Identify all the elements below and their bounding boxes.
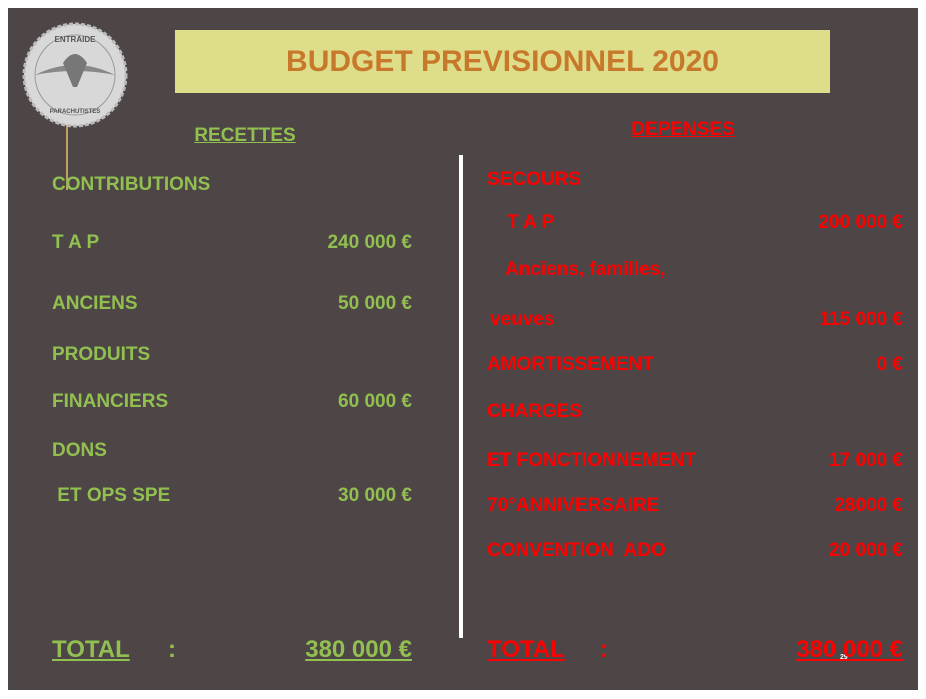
row-label: 70°ANNIVERSAIRE — [487, 495, 660, 516]
title-box — [175, 30, 830, 93]
row-label: T A P — [507, 212, 555, 233]
row-amount: 115 000 € — [819, 309, 903, 330]
logo-bottom: PARACHUTISTES — [50, 109, 101, 115]
total-amount: 380 000 € — [796, 636, 903, 663]
logo-top: ENTRAIDE — [55, 35, 97, 44]
row-amount: 17 000 € — [829, 450, 903, 471]
total-label: TOTAL — [52, 636, 130, 663]
row-label: DONS — [52, 440, 107, 461]
divider — [459, 155, 463, 638]
row-amount: 240 000 € — [327, 232, 412, 253]
title: BUDGET PREVISIONNEL 2020 — [286, 45, 719, 78]
row-amount: 28000 € — [834, 495, 903, 516]
row-label: ANCIENS — [52, 293, 138, 314]
row-label: veuves — [490, 309, 555, 330]
total-sep: : — [168, 636, 176, 663]
row-amount: 60 000 € — [338, 391, 412, 412]
section-header: DEPENSES — [631, 119, 735, 140]
row-label: FINANCIERS — [52, 391, 169, 412]
section-header: RECETTES — [194, 125, 296, 146]
row-label: ET OPS SPE — [52, 485, 171, 506]
slide: BUDGET PREVISIONNEL 2020 ENTRAIDE PARACH… — [8, 8, 918, 690]
row-amount: 0 € — [876, 354, 903, 375]
row-label: CHARGES — [487, 401, 583, 422]
row-label: AMORTISSEMENT — [487, 354, 654, 375]
row-amount: 30 000 € — [338, 485, 412, 506]
row-amount: 50 000 € — [338, 293, 412, 314]
row-label: CONTRIBUTIONS — [52, 174, 211, 195]
row-label: PRODUITS — [52, 344, 151, 365]
row-label: T A P — [52, 232, 100, 253]
total-label: TOTAL — [487, 636, 565, 663]
row-label: ET FONCTIONNEMENT — [487, 450, 696, 471]
row-label: Anciens, familles, — [505, 259, 666, 280]
row-amount: 200 000 € — [818, 212, 903, 233]
row-label: SECOURS — [487, 169, 581, 190]
row-label: CONVENTION ADO — [487, 540, 666, 561]
row-amount: 20 000 € — [829, 540, 903, 561]
total-sep: : — [600, 636, 608, 663]
total-amount: 380 000 € — [305, 636, 412, 663]
logo: ENTRAIDE PARACHUTISTES — [22, 22, 128, 190]
page-number: 29 — [840, 654, 848, 661]
